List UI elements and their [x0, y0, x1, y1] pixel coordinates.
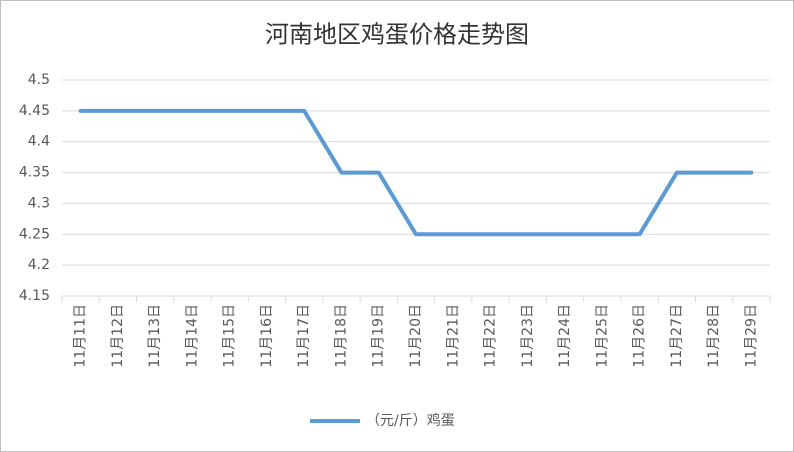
x-tick-label: 11月22日 — [483, 304, 499, 368]
x-tick-label: 11月12日 — [110, 304, 126, 368]
x-tick-label: 11月11日 — [73, 304, 89, 368]
y-tick-label: 4.4 — [28, 134, 50, 150]
y-tick-label: 4.45 — [19, 103, 50, 119]
data-line — [78, 108, 754, 237]
legend-label: （元/斤）鸡蛋 — [366, 412, 455, 429]
x-tick-label: 11月13日 — [147, 304, 163, 368]
x-tick-label: 11月21日 — [445, 304, 461, 368]
x-tick-label: 11月20日 — [408, 304, 424, 368]
x-tick-label: 11月16日 — [259, 304, 275, 368]
x-tick-label: 11月17日 — [296, 304, 312, 368]
y-tick-label: 4.25 — [19, 226, 50, 242]
y-tick-label: 4.15 — [19, 288, 50, 304]
x-tick-label: 11月14日 — [184, 304, 200, 368]
y-tick-label: 4.2 — [28, 257, 50, 273]
x-tick-label: 11月29日 — [743, 304, 759, 368]
x-tick-label: 11月25日 — [594, 304, 610, 368]
y-tick-label: 4.5 — [28, 72, 50, 88]
x-tick-label: 11月15日 — [222, 304, 238, 368]
chart-title: 河南地区鸡蛋价格走势图 — [265, 21, 529, 49]
x-tick-label: 11月24日 — [557, 304, 573, 368]
y-tick-label: 4.35 — [19, 165, 50, 181]
x-tick-label: 11月18日 — [333, 304, 349, 368]
x-tick-label: 11月27日 — [669, 304, 685, 368]
y-tick-label: 4.3 — [28, 195, 50, 211]
x-tick-label: 11月26日 — [632, 304, 648, 368]
x-tick-label: 11月28日 — [706, 304, 722, 368]
x-tick-label: 11月23日 — [520, 304, 536, 368]
x-tick-label: 11月19日 — [371, 304, 387, 368]
